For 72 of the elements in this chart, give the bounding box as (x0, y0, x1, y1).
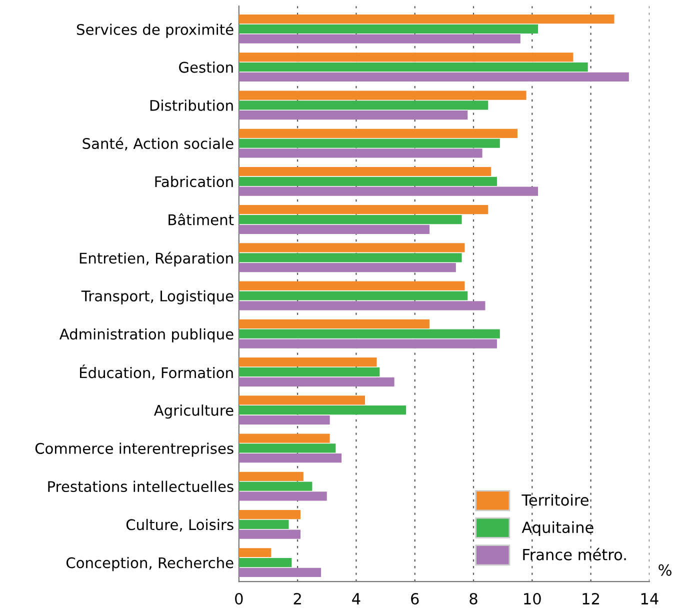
bar (238, 396, 366, 405)
y-tick-label: Culture, Loisirs (126, 518, 234, 532)
bar (238, 358, 377, 367)
legend-label: France métro. (523, 548, 626, 560)
bar (238, 34, 520, 44)
y-tick-label: Santé, Action sociale (82, 137, 234, 151)
bar (238, 166, 492, 176)
bar (238, 14, 614, 24)
bar (238, 243, 465, 252)
bar (238, 205, 488, 214)
y-tick-label: Agriculture (154, 404, 234, 419)
x-tick-label: 4 (352, 593, 360, 604)
bar (238, 148, 482, 158)
bar (238, 100, 488, 110)
x-tick-label: 0 (235, 592, 243, 605)
bar (238, 530, 300, 539)
bar (238, 301, 486, 310)
bar (238, 472, 304, 481)
bar (238, 454, 342, 463)
y-tick-label: Transport, Logistique (81, 290, 234, 304)
bar (238, 72, 629, 82)
bar (238, 253, 462, 262)
bar (238, 24, 538, 34)
bar (238, 110, 468, 120)
x-tick-label: 10 (524, 592, 541, 605)
bar (238, 281, 465, 290)
bar (238, 482, 312, 491)
bar (238, 224, 430, 234)
bar (238, 62, 588, 72)
bar (238, 319, 430, 329)
y-tick-label: Administration publique (59, 328, 234, 342)
bar (238, 558, 292, 568)
y-tick-label: Conception, Recherche (66, 557, 234, 572)
y-tick-label: Éducation, Formation (80, 364, 233, 380)
bar (238, 434, 330, 443)
bar (238, 548, 272, 558)
y-tick-label: Commerce interentreprises (35, 442, 234, 457)
x-tick-label: 6 (411, 592, 419, 605)
y-tick-label: Bâtiment (168, 213, 234, 226)
y-tick-label: Services de proximité (76, 23, 234, 38)
bar (238, 510, 300, 520)
bar (238, 377, 394, 386)
y-tick-label: Gestion (179, 62, 233, 73)
bar (238, 415, 330, 425)
bar (238, 90, 526, 100)
bar (238, 367, 380, 377)
bar (238, 520, 289, 529)
y-tick-label: Prestations intellectuelles (48, 480, 234, 492)
bar (238, 186, 538, 196)
legend-label: Territoire (522, 494, 588, 506)
legend-label: Aquitaine (522, 521, 594, 536)
bar (238, 329, 500, 338)
y-tick-label: Entretien, Réparation (80, 252, 233, 266)
bar (238, 176, 497, 186)
y-tick-label: Fabrication (155, 176, 233, 188)
bar (238, 444, 336, 453)
bar (238, 138, 500, 148)
bar (238, 406, 406, 415)
x-tick-label: 12 (582, 592, 599, 604)
x-axis-title: % (658, 564, 672, 576)
y-tick-label: Distribution (150, 100, 233, 111)
x-tick-label: 2 (294, 592, 301, 604)
bar (238, 568, 322, 578)
bar (238, 128, 518, 138)
bar (238, 52, 574, 62)
bar (238, 339, 497, 348)
x-tick-label: 8 (470, 592, 478, 605)
bar (238, 262, 456, 272)
x-tick-label: 14 (641, 593, 658, 604)
bar (238, 291, 468, 300)
bar (238, 214, 462, 224)
bar (238, 492, 327, 501)
